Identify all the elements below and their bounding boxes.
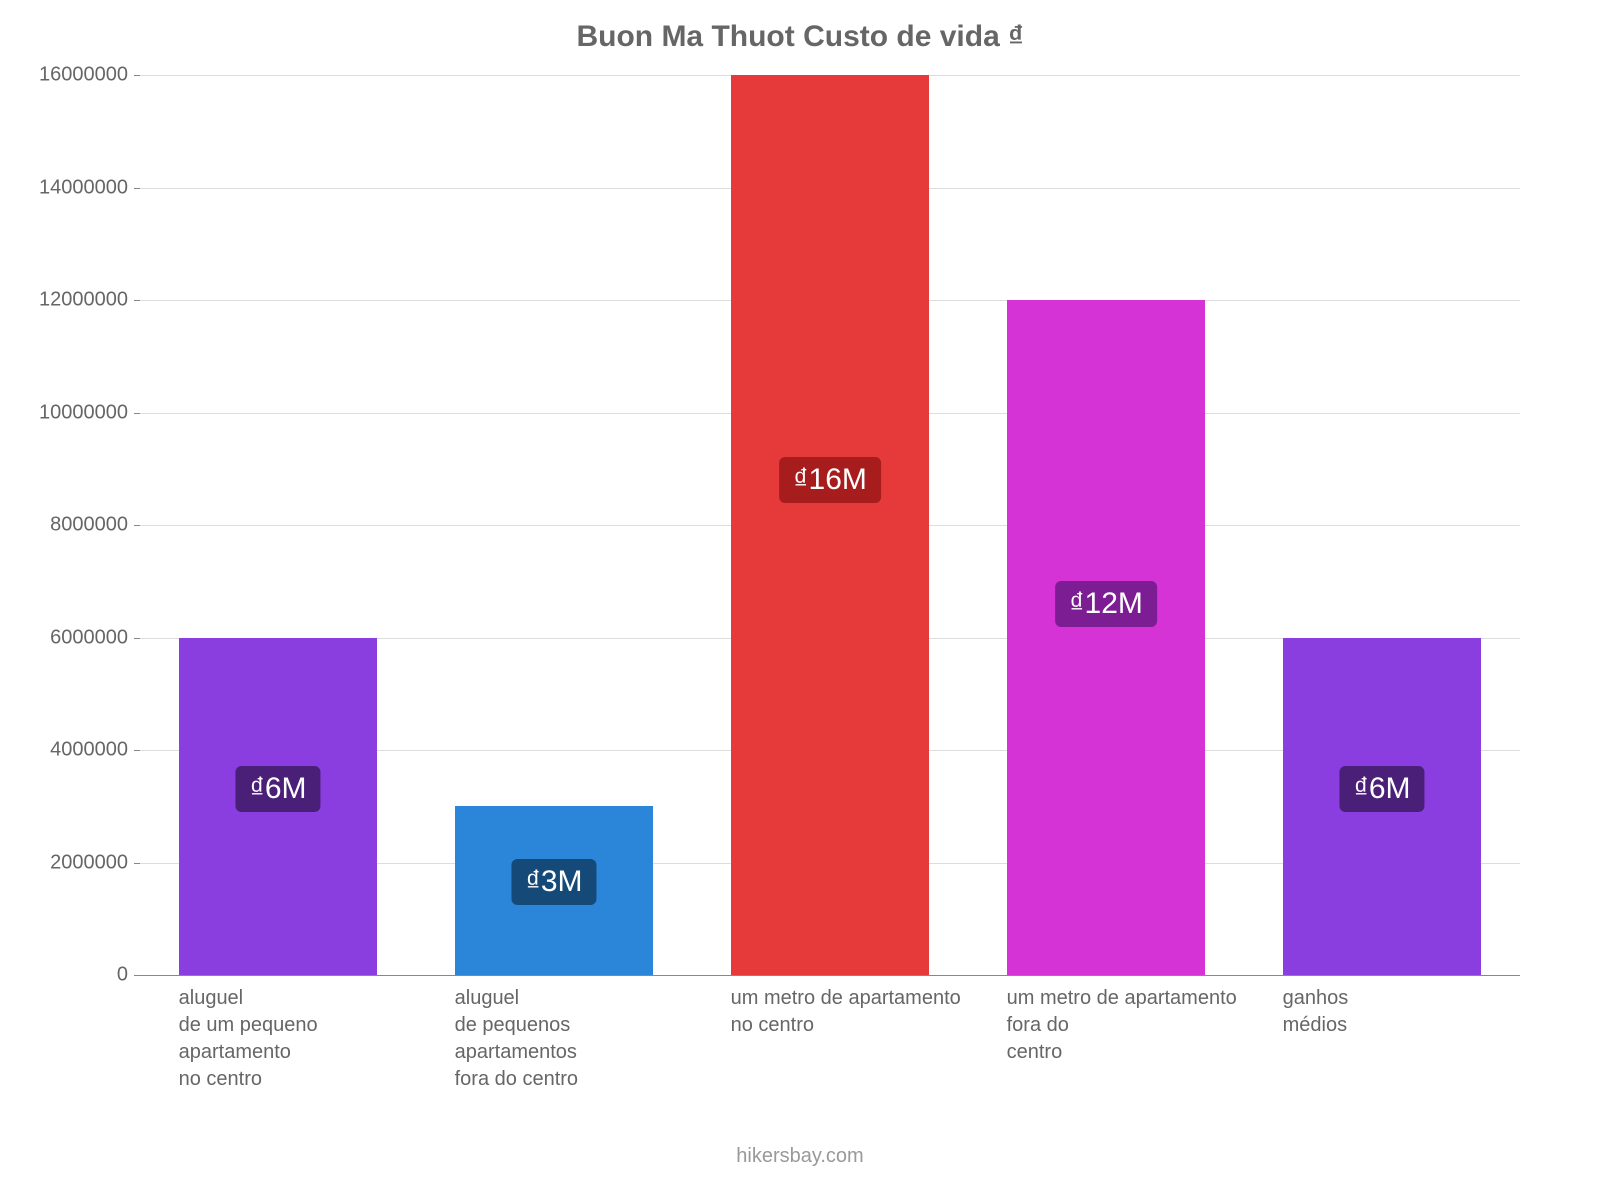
y-tick-mark [134, 413, 140, 414]
bar-value-label: ₫12M [1055, 581, 1157, 627]
y-tick-mark [134, 975, 140, 976]
y-tick-label: 14000000 [0, 176, 128, 199]
y-tick-mark [134, 188, 140, 189]
y-tick-label: 10000000 [0, 401, 128, 424]
chart-container: Buon Ma Thuot Custo de vida ₫ ₫6M ₫3M ₫16M… [0, 0, 1600, 1200]
y-tick-mark [134, 525, 140, 526]
chart-footer: hikersbay.com [0, 1145, 1600, 1168]
y-tick-label: 0 [0, 964, 128, 987]
x-category-label: aluguel de pequenos apartamentos fora do… [455, 985, 731, 1093]
y-tick-mark [134, 863, 140, 864]
bar-value-label: ₫6M [235, 766, 320, 812]
bar [1007, 300, 1206, 975]
x-category-label: um metro de apartamento no centro [731, 985, 1007, 1039]
bar-value-label: ₫6M [1339, 766, 1424, 812]
y-tick-label: 12000000 [0, 289, 128, 312]
y-tick-label: 2000000 [0, 851, 128, 874]
y-tick-label: 16000000 [0, 64, 128, 87]
plot-area: ₫6M ₫3M ₫16M ₫12M ₫6M [140, 75, 1520, 976]
y-tick-mark [134, 750, 140, 751]
y-tick-mark [134, 638, 140, 639]
bar-value-label: ₫16M [779, 457, 881, 503]
bar [731, 75, 930, 975]
x-category-label: um metro de apartamento fora do centro [1007, 985, 1283, 1066]
chart-title: Buon Ma Thuot Custo de vida ₫ [0, 20, 1600, 54]
bar-value-label: ₫3M [511, 859, 596, 905]
y-tick-mark [134, 300, 140, 301]
x-category-label: ganhos médios [1283, 985, 1559, 1039]
x-category-label: aluguel de um pequeno apartamento no cen… [179, 985, 455, 1093]
y-tick-label: 4000000 [0, 739, 128, 762]
y-tick-mark [134, 75, 140, 76]
y-tick-label: 8000000 [0, 514, 128, 537]
y-tick-label: 6000000 [0, 626, 128, 649]
